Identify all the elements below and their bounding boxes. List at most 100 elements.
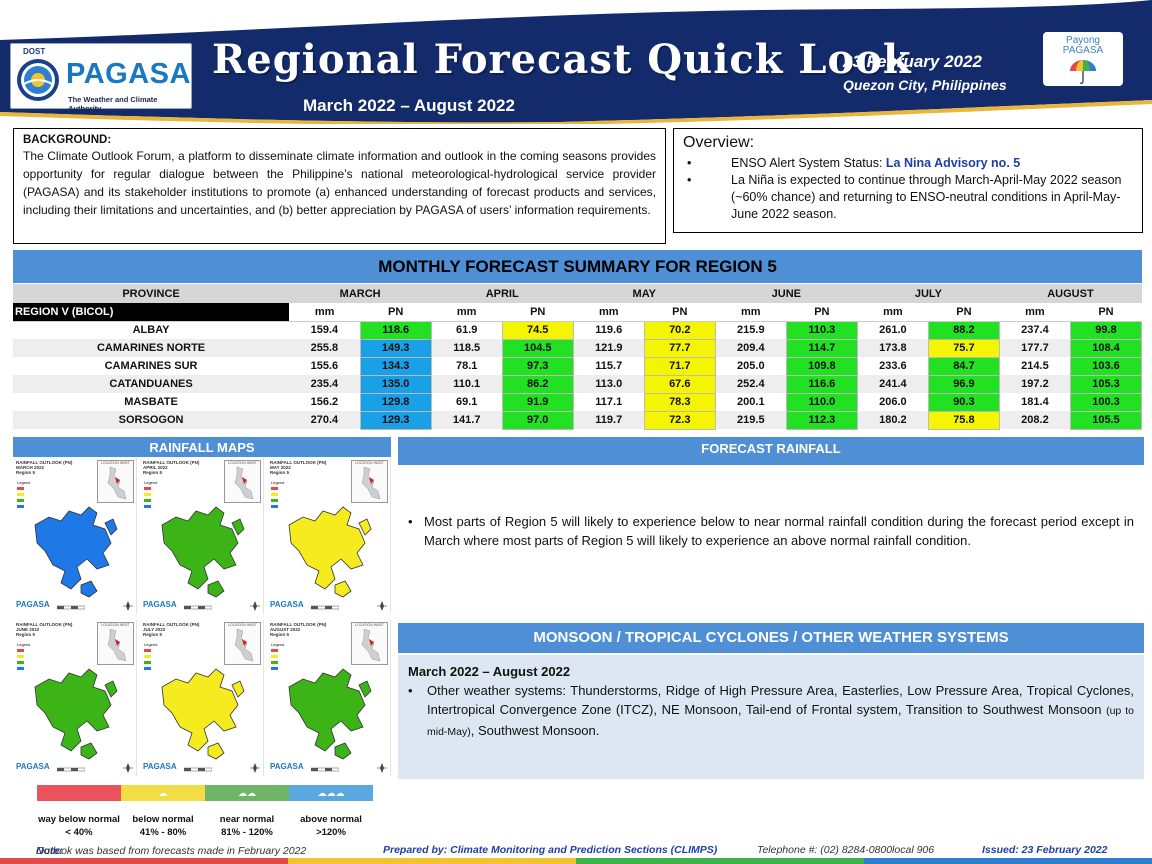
overview-item-enso: ENSO Alert System Status: La Nina Adviso… bbox=[683, 155, 1133, 172]
percent-normal-cell: 114.7 bbox=[785, 338, 858, 358]
north-arrow-icon bbox=[377, 601, 387, 611]
percent-normal-cell: 70.2 bbox=[643, 320, 716, 340]
scale-bar-icon bbox=[184, 767, 212, 772]
location-inset: LOCATION INSET bbox=[351, 622, 388, 665]
legend-category: near normal bbox=[219, 814, 275, 825]
pn-subheader: PN bbox=[360, 303, 432, 322]
payong-line2: PAGASA bbox=[1062, 45, 1104, 56]
rainfall-mm-cell: 69.1 bbox=[455, 396, 478, 408]
rainfall-mm-cell: 255.8 bbox=[289, 339, 361, 357]
page-header: DOST PAGASA The Weather and Climate Auth… bbox=[0, 0, 1152, 124]
percent-normal-cell: 104.5 bbox=[501, 338, 574, 358]
rain-cloud-icon: ☁☁ bbox=[238, 788, 256, 798]
map-legend: Legend bbox=[271, 480, 284, 511]
inset-label: LOCATION INSET bbox=[101, 461, 130, 465]
issue-place: Quezon City, Philippines bbox=[843, 77, 1007, 93]
forecast-rainfall-body: Most parts of Region 5 will likely to ex… bbox=[398, 465, 1144, 605]
percent-normal-cell: 134.3 bbox=[359, 356, 432, 376]
mm-subheader: mm bbox=[999, 303, 1071, 322]
legend-swatch bbox=[271, 661, 278, 664]
map-title: RAINFALL OUTLOOK (PN) JULY 2022 Region 5 bbox=[143, 622, 199, 637]
legend-color-bar: ☁☁☁ bbox=[289, 785, 373, 801]
forecast-rainfall-header: FORECAST RAINFALL bbox=[398, 437, 1144, 465]
footer-stripe-red bbox=[0, 858, 288, 864]
percent-normal-cell: 103.6 bbox=[1069, 356, 1143, 376]
legend-swatch bbox=[144, 649, 151, 652]
percent-normal-cell: 86.2 bbox=[501, 374, 574, 394]
percent-normal-cell: 110.3 bbox=[785, 320, 858, 340]
map-legend-heading: Legend bbox=[17, 480, 31, 485]
north-arrow-icon bbox=[250, 763, 260, 773]
map-pagasa-logo: PAGASA bbox=[16, 600, 50, 609]
map-region: Region 5 bbox=[16, 470, 36, 475]
map-pagasa-logo: PAGASA bbox=[143, 762, 177, 771]
map-legend: Legend bbox=[17, 642, 30, 673]
legend-swatch bbox=[17, 661, 24, 664]
percent-normal-cell: 112.3 bbox=[785, 410, 858, 430]
rainfall-mm-cell: 61.9 bbox=[455, 324, 478, 337]
legend-swatch bbox=[144, 505, 151, 508]
month-header: APRIL bbox=[431, 284, 574, 303]
map-region: Region 5 bbox=[143, 632, 163, 637]
legend-swatch bbox=[17, 493, 24, 496]
percent-normal-cell: 116.6 bbox=[785, 374, 858, 394]
table-header-row: PROVINCE MARCH APRIL MAY JUNE JULY AUGUST bbox=[13, 284, 1142, 303]
rainfall-mm-cell: 237.4 bbox=[1021, 324, 1049, 337]
percent-normal-cell: 108.4 bbox=[1069, 338, 1143, 358]
rainfall-mm-cell: 155.6 bbox=[310, 360, 339, 372]
location-inset: LOCATION INSET bbox=[97, 460, 134, 503]
rainfall-mm-cell: 78.1 bbox=[455, 360, 478, 372]
rainfall-mm-cell: 141.7 bbox=[431, 411, 503, 429]
percent-normal-cell: 72.3 bbox=[643, 410, 716, 430]
month-header: JULY bbox=[857, 284, 1000, 303]
legend-swatch bbox=[271, 499, 278, 502]
inset-label: LOCATION INSET bbox=[228, 461, 257, 465]
percent-normal-cell: 88.2 bbox=[927, 320, 1000, 340]
pagasa-wordmark: PAGASA bbox=[66, 58, 191, 90]
percent-normal-cell: 118.6 bbox=[359, 320, 432, 340]
rainfall-mm-cell: 219.5 bbox=[715, 411, 787, 429]
map-title: RAINFALL OUTLOOK (PN) JUNE 2022 Region 5 bbox=[16, 622, 72, 637]
month-header: MARCH bbox=[289, 284, 432, 303]
page-footer: Note: Outlook was based from forecasts m… bbox=[0, 843, 1152, 858]
footer-telephone: Telephone #: (02) 8284-0800local 906 bbox=[757, 844, 935, 856]
background-title: BACKGROUND: bbox=[23, 134, 112, 146]
overview-title: Overview: bbox=[683, 134, 755, 151]
legend-swatch bbox=[271, 505, 278, 508]
rainfall-mm-cell: 200.1 bbox=[737, 396, 765, 408]
header-banner-shape bbox=[0, 0, 1152, 124]
philippines-inset-icon bbox=[361, 628, 381, 662]
map-pagasa-logo: PAGASA bbox=[16, 762, 50, 771]
forecast-rainfall-text: Most parts of Region 5 will likely to ex… bbox=[408, 512, 1134, 550]
overview-panel: Overview: ENSO Alert System Status: La N… bbox=[673, 128, 1143, 233]
percent-normal-cell: 75.8 bbox=[927, 410, 1000, 430]
map-footer: PAGASA bbox=[13, 600, 137, 614]
rainfall-mm-cell: 115.7 bbox=[595, 360, 623, 372]
table-body: PROVINCE MARCH APRIL MAY JUNE JULY AUGUST REGIO… bbox=[13, 284, 1143, 430]
legend-swatch bbox=[17, 505, 24, 508]
rainfall-mm-cell: 206.0 bbox=[879, 396, 907, 408]
scale-bar-icon bbox=[57, 767, 85, 772]
map-title: RAINFALL OUTLOOK (PN) APRIL 2022 Region 5 bbox=[143, 460, 199, 475]
footer-note-text: Outlook was based from forecasts made in… bbox=[36, 845, 307, 857]
rainfall-mm-cell: 197.2 bbox=[999, 375, 1071, 393]
legend-color-bar: ☁ bbox=[121, 785, 205, 801]
monsoon-text-small: (up to mid-May) bbox=[427, 705, 1134, 738]
scale-bar-icon bbox=[184, 605, 212, 610]
legend-label: way below normal < 40% bbox=[33, 813, 125, 839]
rainfall-mm-cell: 241.4 bbox=[857, 375, 929, 393]
map-title-text: RAINFALL OUTLOOK (PN) bbox=[270, 460, 327, 465]
rainfall-mm-cell: 156.2 bbox=[310, 396, 339, 408]
region-5-map-icon bbox=[288, 668, 372, 760]
map-title-text: RAINFALL OUTLOOK (PN) bbox=[16, 622, 73, 627]
map-legend: Legend bbox=[144, 642, 157, 673]
scale-bar-icon bbox=[311, 767, 339, 772]
pn-subheader: PN bbox=[1070, 303, 1142, 322]
map-legend-heading: Legend bbox=[271, 642, 285, 647]
rainfall-mm-cell: 205.0 bbox=[737, 360, 765, 372]
location-inset: LOCATION INSET bbox=[224, 460, 261, 503]
map-region: Region 5 bbox=[16, 632, 36, 637]
rainfall-mm-cell: 121.9 bbox=[573, 339, 645, 357]
map-region: Region 5 bbox=[143, 470, 163, 475]
legend-range: < 40% bbox=[65, 827, 93, 838]
